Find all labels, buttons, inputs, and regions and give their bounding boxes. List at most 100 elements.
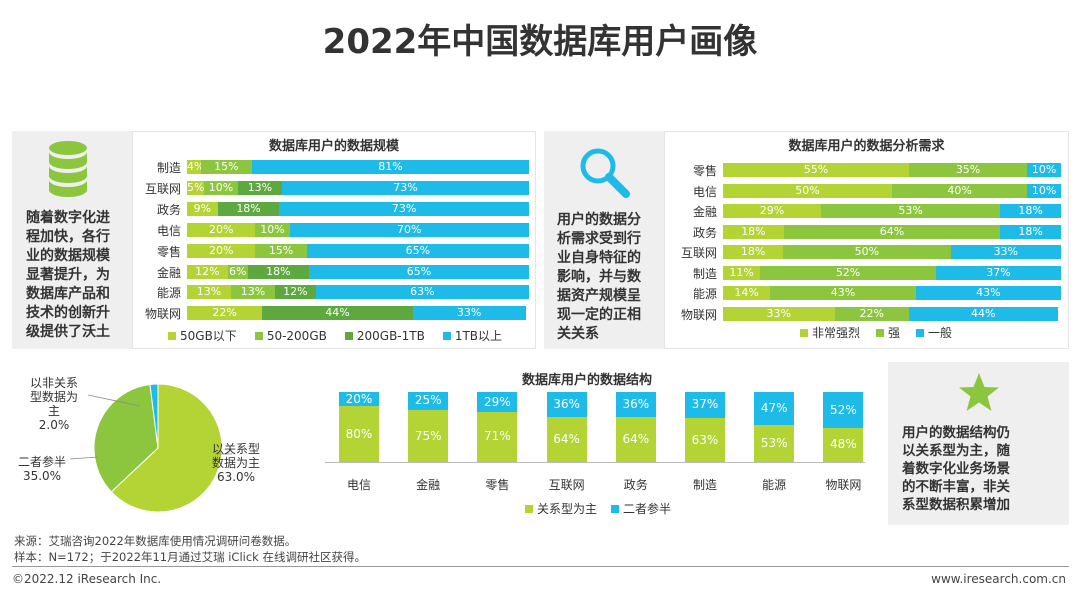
column-segment: 75% — [408, 409, 449, 462]
website-link[interactable]: www.iresearch.com.cn — [931, 572, 1066, 586]
stacked-bar: 33% 22% 44% — [723, 306, 1061, 321]
legend-item: 非常强烈 — [800, 324, 860, 341]
legend-label: 50-200GB — [266, 328, 327, 343]
bar-segment: 9% — [187, 201, 218, 216]
row-label: 物联网 — [144, 307, 181, 322]
bar-segment: 44% — [908, 306, 1058, 321]
database-icon — [49, 141, 87, 197]
legend-item: 一般 — [916, 324, 952, 341]
legend-label: 200GB-1TB — [356, 328, 425, 343]
desc-line: 现一定的正相 — [557, 307, 641, 323]
bar-segment: 13% — [231, 285, 276, 300]
bar-segment: 81% — [251, 160, 529, 174]
scale-legend: 50GB以下 50-200GB 200GB-1TB 1TB以上 — [168, 327, 528, 344]
legend-swatch — [876, 328, 885, 337]
bar-segment: 73% — [279, 201, 529, 216]
stacked-bar: 55% 35% 10% — [723, 163, 1061, 177]
bar-segment: 33% — [950, 245, 1062, 259]
bar-segment: 10% — [1027, 163, 1061, 177]
stacked-bar: 20% 15% 65% — [187, 243, 529, 258]
bar-segment: 40% — [892, 183, 1028, 198]
column-segment: 52% — [823, 392, 864, 429]
bar-segment: 18% — [247, 264, 309, 279]
column-segment: 36% — [546, 392, 587, 418]
bar-segment: 73% — [281, 180, 529, 195]
scale-chart-title: 数据库用户的数据规模 — [268, 139, 399, 154]
column-segment: 71% — [477, 412, 518, 462]
row-label: 金融 — [156, 265, 181, 280]
column-segment: 25% — [408, 392, 449, 410]
column-segment: 63% — [685, 417, 725, 462]
pie-leader-line — [69, 456, 99, 460]
column-segment: 47% — [754, 392, 795, 425]
bar-segment: 35% — [908, 163, 1028, 177]
bar-segment: 37% — [935, 265, 1061, 280]
bar-segment: 18% — [723, 224, 784, 239]
legend-item: 1TB以上 — [442, 327, 503, 344]
bar-segment: 18% — [1000, 224, 1061, 239]
bar-segment: 12% — [275, 285, 316, 300]
bar-segment: 64% — [783, 224, 1001, 239]
desc-line: 用户的数据分 — [557, 212, 641, 228]
bar-segment: 15% — [255, 243, 307, 258]
bar-segment: 10% — [1027, 183, 1061, 198]
bar-segment: 65% — [306, 243, 529, 258]
legend-swatch — [800, 328, 808, 337]
desc-line: 技术的创新升 — [26, 305, 110, 321]
desc-line: 的不断丰富，非关 — [902, 479, 1010, 495]
page-title: 2022年中国数据库用户画像 — [322, 22, 758, 62]
category-label: 电信 — [346, 478, 371, 492]
bar-segment: 43% — [770, 286, 916, 300]
row-label: 零售 — [156, 244, 181, 259]
pie-slice — [110, 383, 223, 513]
desc-line: 关关系 — [557, 326, 599, 342]
column-segment: 48% — [823, 428, 864, 462]
legend-swatch — [254, 331, 263, 340]
bar-segment: 18% — [1000, 204, 1061, 218]
column-segment: 37% — [685, 392, 725, 418]
bar-segment: 33% — [412, 306, 526, 321]
legend-item: 强 — [876, 324, 900, 341]
legend-label: 关系型为主 — [537, 502, 598, 516]
bar-segment: 20% — [187, 222, 256, 237]
row-label: 制造 — [156, 161, 181, 175]
legend-swatch — [611, 504, 620, 513]
bar-segment: 52% — [760, 265, 936, 280]
bar-segment: 65% — [308, 264, 529, 279]
stacked-bar: 4% 15% 81% — [187, 160, 529, 174]
category-label: 零售 — [485, 478, 510, 492]
analysis-chart-title: 数据库用户的数据分析需求 — [788, 139, 945, 154]
desc-line: 显著提升，为 — [26, 267, 110, 283]
stacked-bar: 11% 52% 37% — [723, 265, 1061, 280]
stacked-bar: 14% 43% 43% — [723, 286, 1061, 300]
pie-label: 以非关系型数据为主 2.0% — [30, 376, 78, 432]
desc-line: 用户的数据结构仍 — [902, 425, 1010, 441]
bar-segment: 29% — [723, 204, 822, 218]
column-segment: 53% — [754, 424, 795, 462]
desc-line: 业自身特征的 — [557, 250, 641, 266]
desc-line: 着数字化业务场景 — [902, 461, 1010, 477]
row-label: 金融 — [692, 205, 717, 219]
desc-line: 以关系型为主，随 — [902, 443, 1010, 459]
bar-segment: 15% — [200, 160, 252, 174]
bar-segment: 10% — [204, 180, 238, 195]
source-note: 来源：艾瑞咨询2022年数据库使用情况调研问卷数据。 — [14, 534, 297, 548]
structure-description: 用户的数据结构仍 以关系型为主，随 着数字化业务场景 的不断丰富，非关 系型数据… — [902, 424, 1066, 514]
row-label: 制造 — [692, 266, 717, 281]
bar-segment: 55% — [723, 163, 909, 177]
sample-note: 样本：N=172；于2022年11月通过艾瑞 iClick 在线调研社区获得。 — [14, 550, 366, 564]
row-label: 能源 — [156, 286, 181, 301]
legend-label: 一般 — [928, 326, 953, 340]
row-label: 政务 — [692, 225, 717, 240]
stacked-bar: 12% 6% 18% 65% — [187, 264, 529, 279]
stacked-bar: 9% 18% 73% — [187, 201, 529, 216]
bar-segment: 13% — [187, 285, 232, 300]
bar-segment: 63% — [315, 285, 529, 300]
stacked-bar: 22% 44% 33% — [187, 306, 529, 321]
desc-line: 级提供了沃土 — [26, 324, 110, 340]
structure-chart-title: 数据库用户的数据结构 — [521, 373, 652, 388]
legend-label: 1TB以上 — [454, 329, 503, 343]
legend-item: 200GB-1TB — [344, 327, 425, 344]
search-icon — [580, 148, 630, 198]
bar-segment: 43% — [915, 286, 1061, 300]
